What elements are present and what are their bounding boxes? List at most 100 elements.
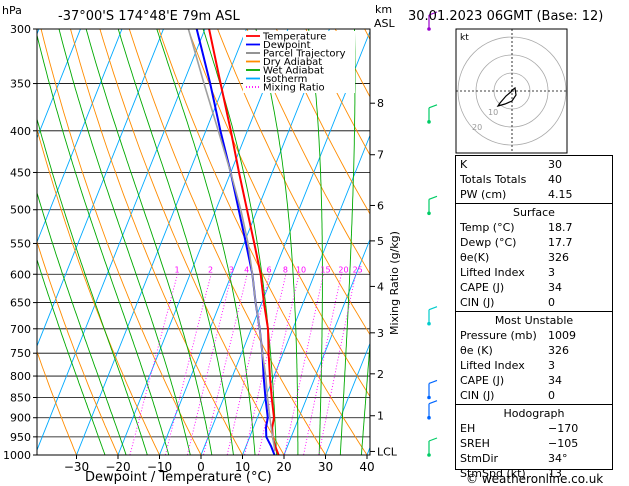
mixing-ratio-line [318,274,357,455]
index-value: 40 [548,173,562,186]
legend-entry: Wet Adiabat [263,66,324,77]
indices-panel: K 30 Totals Totals 40 PW (cm) 4.15 Surface Temp… [455,155,613,480]
index-key: CAPE (J) [460,281,505,294]
mixing-ratio-label: 20 [338,265,348,274]
index-value: 30 [548,158,562,171]
dry-adiabat-line [37,350,77,455]
mixing-ratio-label: 3 [229,265,234,274]
copyright-footer: © weatheronline.co.uk [466,472,603,486]
isotherm-line [242,134,370,455]
index-row: Lifted Index 3 [456,265,612,280]
index-value: 17.7 [548,236,573,249]
temp-tick-label: 20 [276,460,291,474]
section-separator [456,203,612,204]
index-key: Lifted Index [460,266,525,279]
index-key: StmDir [460,452,499,465]
section-title: Hodograph [503,407,565,420]
wet-adiabat-line [37,258,106,455]
sounding-series [187,29,280,455]
hodograph-ring-label: 20 [472,123,482,132]
index-key: StmSpd (kt) [460,467,526,480]
temp-tick-label: 40 [359,460,374,474]
wet-adiabat-line [58,29,191,455]
location-title: -37°00'S 174°48'E 79m ASL [58,9,240,24]
index-row: Lifted Index 3 [456,358,612,373]
wind-barb-dot [427,453,431,457]
index-row: Dewp (°C) 17.7 [456,235,612,250]
isotherm-line [37,29,206,452]
pressure-tick-label: 500 [10,204,31,217]
index-value: 3 [548,266,555,279]
index-key: CAPE (J) [460,374,505,387]
x-axis-label: Dewpoint / Temperature (°C) [85,470,272,485]
index-value: 3 [548,359,555,372]
background-lines [37,29,370,455]
wind-barb-dot [427,211,431,216]
dry-adiabat-line [40,29,202,455]
hodograph-unit-label: kt [460,33,469,43]
mixing-ratio-line [129,274,178,455]
pressure-tick-label: 700 [10,323,31,336]
wet-adiabat-line [202,29,277,455]
mixing-ratio-line [284,274,324,455]
index-value: 13 [548,467,562,480]
axes: 1 2 3 4 6 8 10 15 20 2530035040045050055060065070… [3,23,398,474]
pressure-tick-label: 1000 [3,449,31,462]
wind-barb-flag [428,11,438,16]
dry-adiabat-line [246,29,370,275]
section-separator [456,311,612,312]
index-key: K [460,158,468,171]
pressure-tick-label: 750 [10,347,31,360]
index-value: 4.15 [548,188,573,201]
section-title: Most Unstable [494,314,574,327]
hodograph: kt 10 20 [455,28,568,154]
mixing-ratio-label: 4 [244,265,249,274]
wet-adiabat-line [37,117,148,455]
isotherm-line [37,29,164,348]
plot-frame [36,28,371,456]
temp-tick-label: 0 [197,460,205,474]
wet-adiabat-line [156,29,256,455]
index-key: EH [460,422,476,435]
index-row: StmSpd (kt) 13 [456,466,612,481]
isotherm-line [200,30,370,455]
index-row: CIN (J) 0 [456,388,612,403]
index-row: SREH −105 [456,436,612,451]
wet-adiabat-line [37,191,127,455]
index-key: Lifted Index [460,359,525,372]
wind-barb-flag [428,379,438,385]
index-value: 326 [548,344,569,357]
wind-barb-flag [428,437,438,442]
index-row: PW (cm) 4.15 [456,187,612,202]
wind-barb-dot [427,120,431,124]
pressure-tick-label: 900 [10,412,31,425]
index-key: CIN (J) [460,389,495,402]
index-value: 34 [548,374,562,387]
legend-entry: Dry Adiabat [263,57,322,68]
km-tick-label: 1 [377,410,384,423]
section-title: Surface [513,206,555,219]
asl-unit-label: ASL [374,17,396,30]
index-value: 0 [548,389,555,402]
index-row: EH −170 [456,421,612,436]
km-tick-label: 3 [377,327,384,340]
pressure-tick-label: 400 [10,125,31,138]
isotherm-line [325,342,370,455]
index-value: 18.7 [548,221,573,234]
mixing-ratio-line [258,274,300,455]
mixing-ratio-axis-label: Mixing Ratio (g/kg) [388,231,401,335]
km-tick-label: LCL [377,445,398,458]
index-value: 326 [548,251,569,264]
index-value: 1009 [548,329,576,342]
isotherm-line [37,29,81,140]
dry-adiabat-line [37,127,161,455]
wet-adiabat-line [85,29,213,455]
wet-adiabat-line [339,29,356,455]
isotherm-line [283,238,370,455]
legend-entry: Isotherm [263,74,307,85]
temp-tick-label: −10 [147,460,172,474]
wind-barb-flag [428,400,438,405]
wind-barb-dot [427,415,431,420]
mixing-ratio-line [303,274,342,455]
mixing-ratio-label: 25 [353,265,363,274]
